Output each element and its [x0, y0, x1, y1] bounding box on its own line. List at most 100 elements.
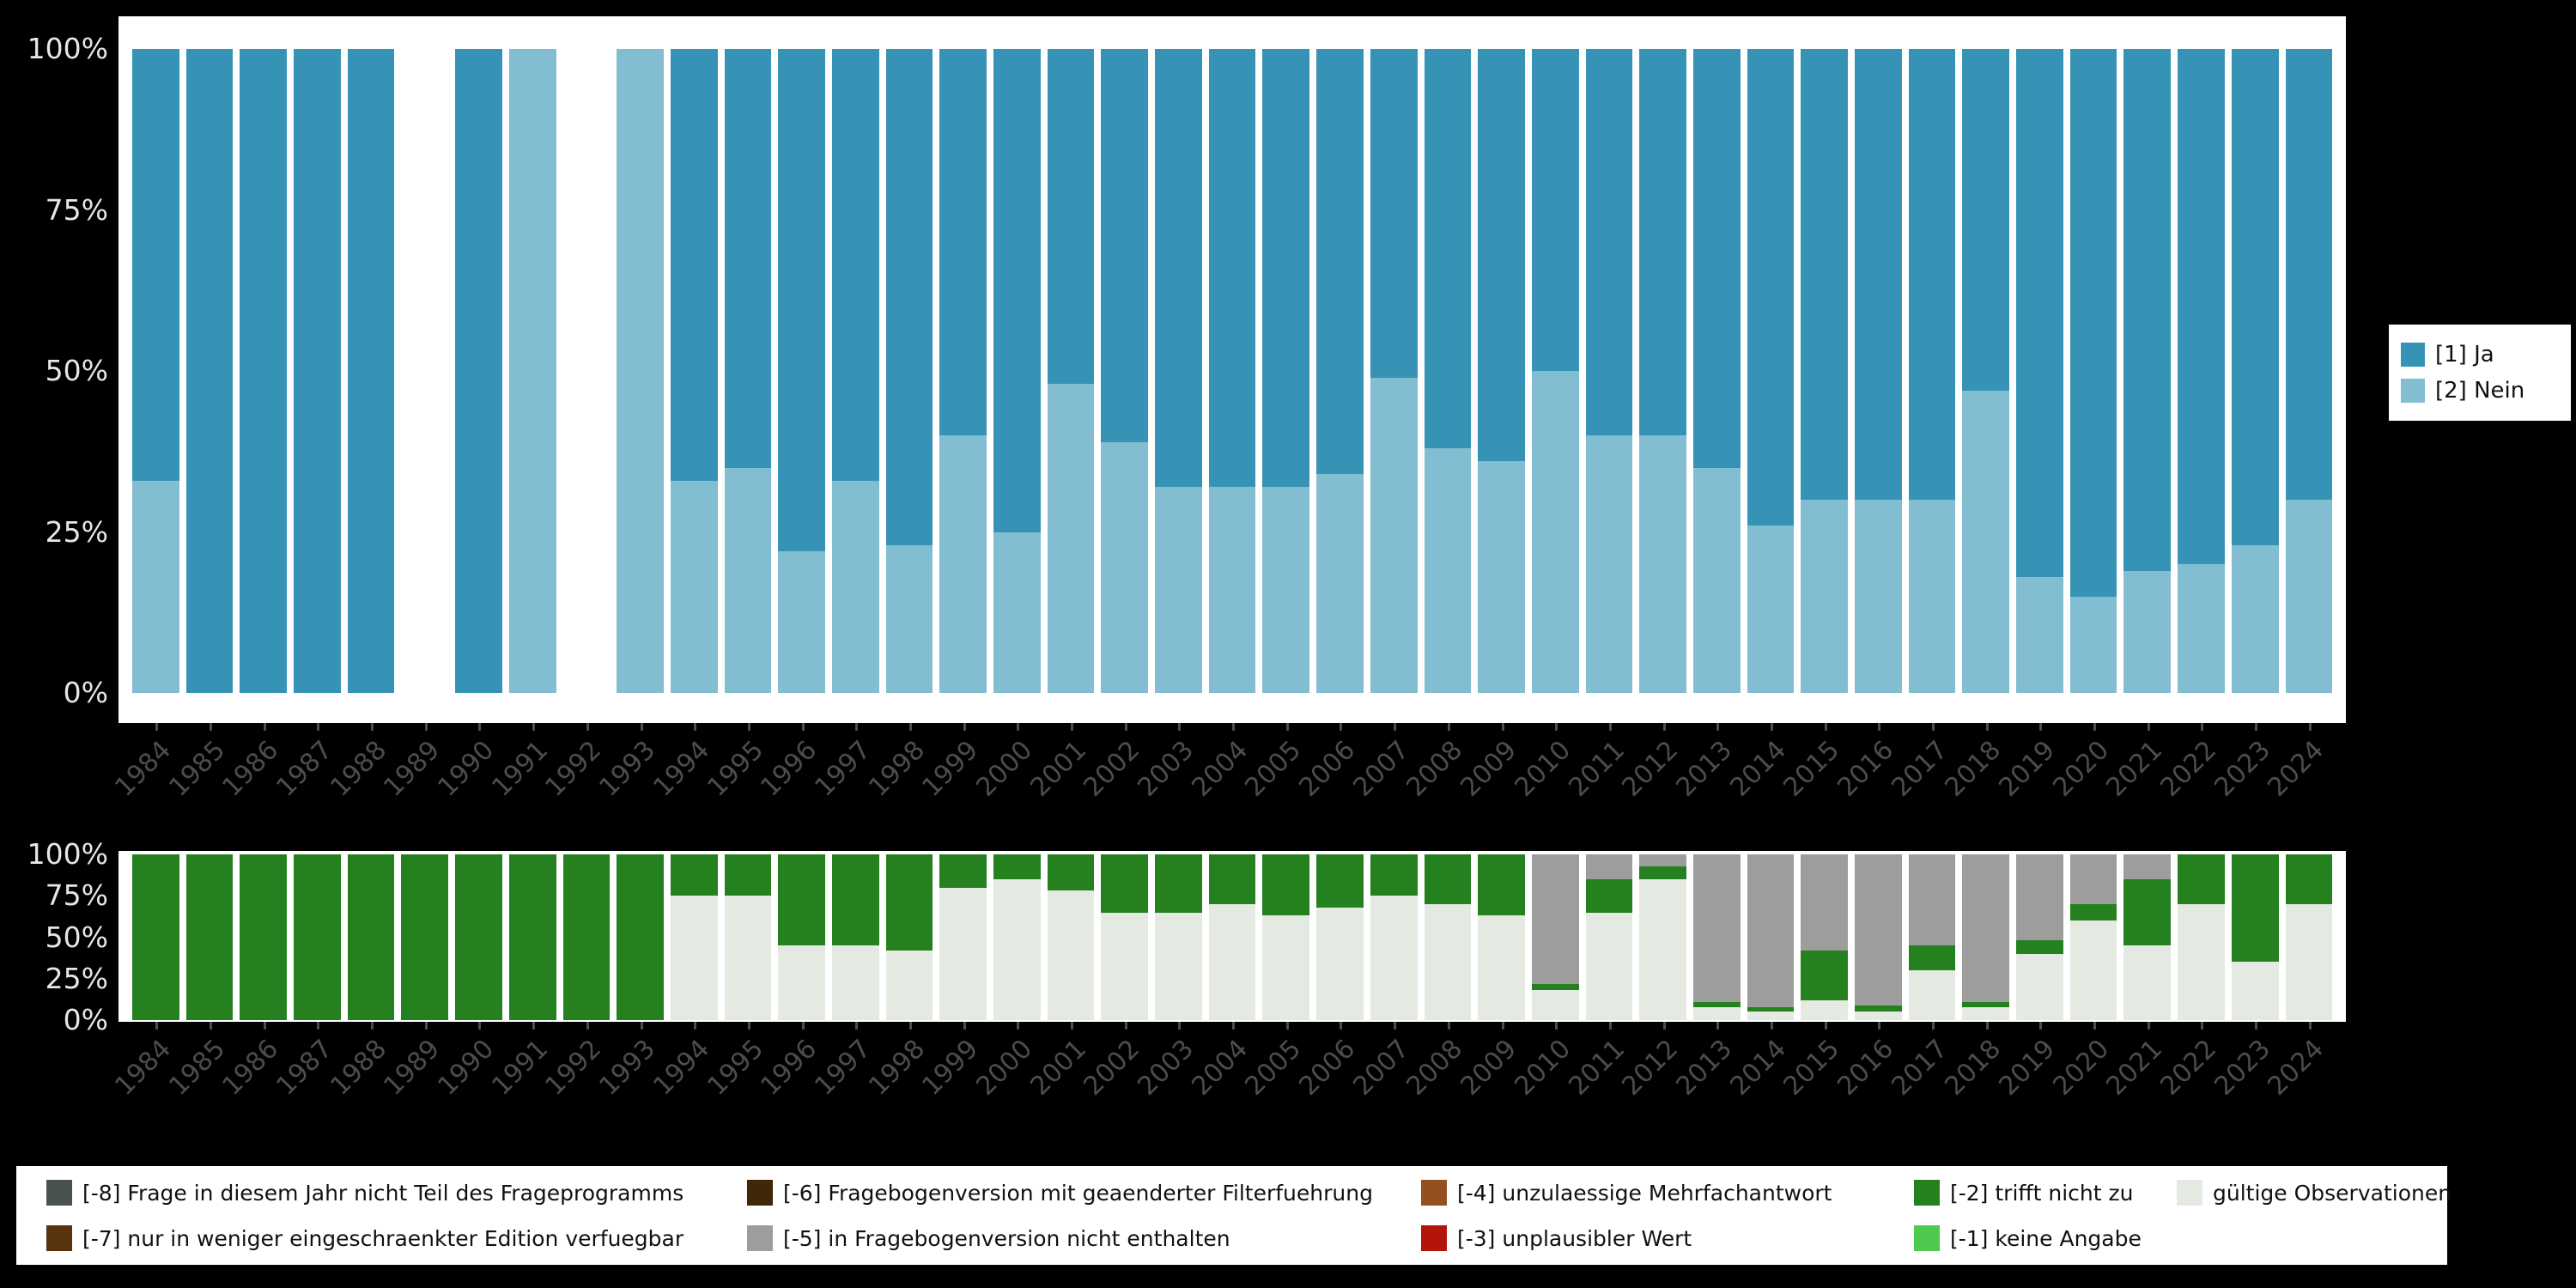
legend-swatch — [46, 1180, 72, 1206]
bar-1991 — [508, 49, 556, 693]
x-tick: 2014 — [1724, 1022, 1795, 1133]
bar-2004 — [1208, 49, 1256, 693]
x-tick-label: 1984 — [109, 1034, 178, 1102]
bar-segment — [885, 950, 933, 1020]
x-tick: 1992 — [540, 1022, 611, 1133]
bar-segment — [1639, 49, 1686, 435]
bar-2021 — [2123, 854, 2172, 1020]
x-tick-mark — [532, 1022, 536, 1030]
y-tick-label: 75% — [45, 192, 108, 227]
bar-2011 — [1585, 854, 1633, 1020]
bar-segment — [1801, 49, 1848, 500]
bar-1992 — [563, 49, 611, 693]
bar-1987 — [294, 854, 341, 1020]
x-tick-mark — [747, 1022, 750, 1030]
x-tick: 1984 — [109, 1022, 179, 1133]
bar-segment — [2178, 854, 2225, 904]
bar-segment — [1101, 912, 1149, 1020]
bar-segment — [1316, 49, 1364, 474]
x-tick-mark — [1608, 1022, 1612, 1030]
bar-2010 — [1531, 49, 1579, 693]
bar-segment — [1855, 854, 1902, 1005]
x-tick-mark — [1824, 723, 1827, 731]
x-tick-mark — [2093, 1022, 2097, 1030]
bar-segment — [2285, 500, 2333, 693]
x-tick: 2008 — [1401, 1022, 1472, 1133]
legend-item: [-3] unplausibler Wert — [1421, 1225, 1692, 1251]
bar-segment — [2285, 903, 2333, 1020]
bar-segment — [1047, 49, 1095, 384]
bar-segment — [1855, 1005, 1902, 1012]
x-tick-mark — [1447, 1022, 1450, 1030]
bar-2006 — [1316, 49, 1364, 693]
bar-2021 — [2123, 49, 2172, 693]
bar-segment — [1101, 441, 1149, 693]
x-tick: 2007 — [1347, 1022, 1418, 1133]
x-tick: 1996 — [756, 723, 825, 830]
x-tick: 2011 — [1563, 1022, 1633, 1133]
x-tick: 2008 — [1401, 723, 1472, 830]
bar-1990 — [455, 49, 502, 693]
y-tick-label: 100% — [27, 32, 108, 65]
x-tick-mark — [1878, 723, 1881, 731]
x-tick-mark — [1285, 723, 1289, 731]
x-tick-mark — [424, 723, 428, 731]
bar-segment — [1585, 912, 1633, 1020]
bar-segment — [294, 854, 341, 1020]
x-tick: 1984 — [109, 723, 179, 830]
x-tick-mark — [1501, 723, 1504, 731]
bar-segment — [1316, 854, 1364, 908]
bar-segment — [1585, 854, 1633, 879]
legend-item: [-5] in Fragebogenversion nicht enthalte… — [747, 1225, 1230, 1251]
bar-2001 — [1047, 49, 1095, 693]
bar-segment — [1531, 854, 1579, 984]
x-tick-mark — [1340, 723, 1343, 731]
bar-2017 — [1908, 49, 1956, 693]
survey-chart-panel — [118, 16, 2346, 723]
legend-swatch — [2401, 343, 2425, 367]
x-tick: 1994 — [647, 723, 718, 830]
x-tick-mark — [263, 723, 266, 731]
y-tick-label: 50% — [45, 354, 108, 387]
x-tick: 2001 — [1024, 723, 1095, 830]
bar-2005 — [1262, 854, 1310, 1020]
x-tick-mark — [1178, 1022, 1182, 1030]
bar-segment — [1155, 487, 1202, 693]
x-tick-mark — [908, 1022, 912, 1030]
bar-segment — [185, 854, 234, 1020]
x-tick: 2007 — [1347, 723, 1418, 830]
x-tick: 1987 — [270, 1022, 341, 1133]
bar-segment — [2069, 49, 2117, 597]
bar-segment — [508, 854, 556, 1020]
x-tick: 2020 — [2047, 723, 2117, 830]
x-tick: 1997 — [809, 1022, 879, 1133]
bar-1985 — [185, 854, 234, 1020]
bar-2012 — [1639, 854, 1686, 1020]
bar-2018 — [1962, 854, 2010, 1020]
bar-segment — [1692, 1006, 1741, 1020]
bar-segment — [2016, 49, 2063, 577]
bar-segment — [1962, 1006, 2010, 1020]
x-tick: 2000 — [970, 723, 1041, 830]
missing-x-axis: 1984 1985 1986 1987 1988 1989 1990 1991 1992 1993… — [109, 1022, 2332, 1133]
bar-segment — [1478, 461, 1525, 693]
bar-2013 — [1692, 49, 1741, 693]
bar-segment — [724, 467, 772, 693]
x-tick: 2000 — [970, 1022, 1041, 1133]
x-tick: 1998 — [863, 723, 933, 830]
bar-segment — [2231, 49, 2279, 545]
bar-2003 — [1155, 49, 1202, 693]
bar-segment — [1047, 854, 1095, 891]
bar-1992 — [562, 854, 611, 1020]
x-tick: 1995 — [702, 723, 772, 830]
bar-segment — [778, 551, 825, 693]
legend-label: [-2] trifft nicht zu — [1950, 1180, 2134, 1206]
x-tick-mark — [1285, 1022, 1289, 1030]
bar-segment — [1262, 854, 1310, 916]
legend-item: [-7] nur in weniger eingeschraenkter Edi… — [46, 1225, 683, 1251]
bar-2006 — [1316, 854, 1364, 1020]
bar-segment — [1262, 915, 1310, 1020]
x-tick: 1994 — [647, 1022, 718, 1133]
legend-item: [-2] trifft nicht zu — [1914, 1180, 2133, 1206]
x-tick: 1995 — [702, 1022, 772, 1133]
